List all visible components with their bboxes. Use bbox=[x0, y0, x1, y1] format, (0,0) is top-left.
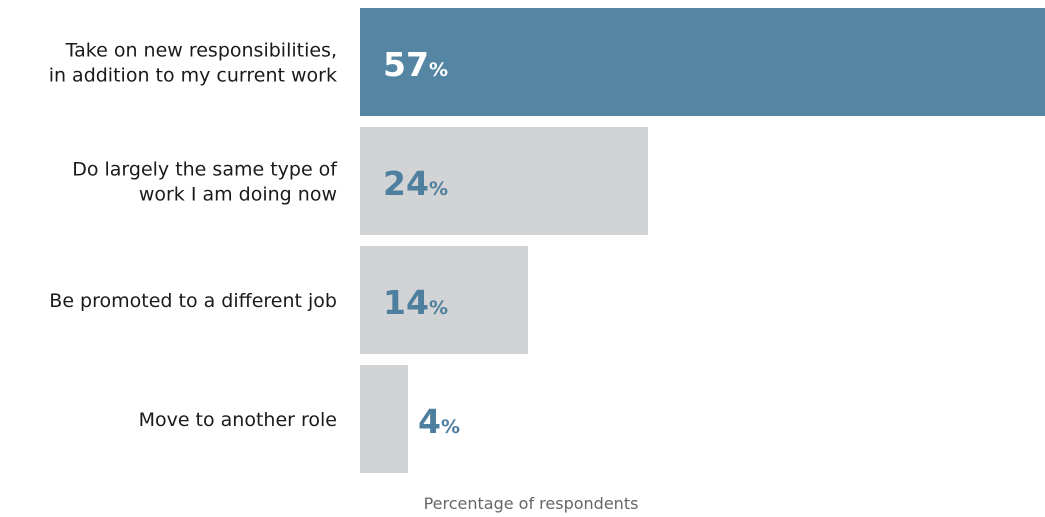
category-label-line: in addition to my current work bbox=[49, 65, 337, 87]
value-percent-sign: % bbox=[441, 416, 460, 438]
value-percent-sign: % bbox=[429, 178, 448, 200]
category-label-3: Be promoted to a different job bbox=[49, 290, 337, 312]
category-label-line: Move to another role bbox=[139, 409, 337, 431]
category-labels-group: Take on new responsibilities, in addition… bbox=[49, 40, 339, 432]
bars-group bbox=[360, 8, 1045, 473]
value-label-3: 14% bbox=[383, 283, 448, 322]
bar-4 bbox=[360, 365, 408, 473]
bar-1 bbox=[360, 8, 1045, 116]
value-number: 24 bbox=[383, 164, 429, 203]
category-label-line: Do largely the same type of bbox=[72, 159, 338, 181]
value-label-1: 57% bbox=[383, 45, 448, 84]
value-labels-group: 57%24%14%4% bbox=[383, 45, 460, 441]
category-label-2: Do largely the same type of work I am doi… bbox=[72, 159, 338, 206]
value-number: 14 bbox=[383, 283, 429, 322]
category-label-line: Take on new responsibilities, bbox=[65, 40, 337, 62]
value-number: 4 bbox=[418, 402, 441, 441]
category-label-1: Take on new responsibilities, in addition… bbox=[49, 40, 337, 87]
bar-3 bbox=[360, 246, 528, 354]
category-label-line: work I am doing now bbox=[139, 184, 337, 206]
value-label-4: 4% bbox=[418, 402, 460, 441]
bar-2 bbox=[360, 127, 648, 235]
value-label-2: 24% bbox=[383, 164, 448, 203]
x-axis-label: Percentage of respondents bbox=[424, 494, 639, 513]
category-label-4: Move to another role bbox=[139, 409, 337, 431]
category-label-line: Be promoted to a different job bbox=[49, 290, 337, 312]
value-percent-sign: % bbox=[429, 297, 448, 319]
value-percent-sign: % bbox=[429, 59, 448, 81]
value-number: 57 bbox=[383, 45, 429, 84]
